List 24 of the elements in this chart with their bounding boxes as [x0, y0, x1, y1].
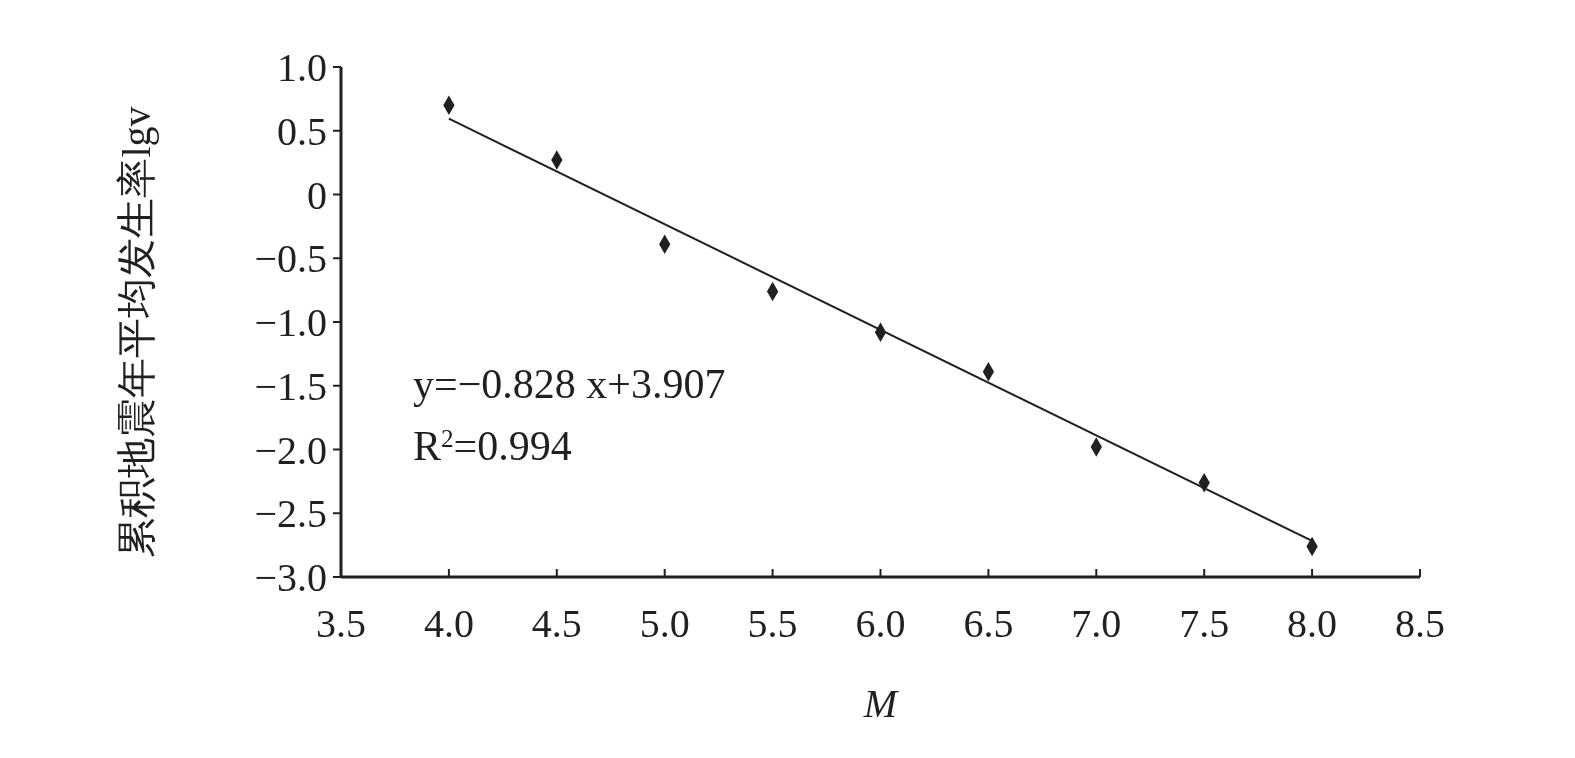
y-tick-label: −1.0: [254, 300, 327, 345]
y-tick-label: 1.0: [277, 45, 327, 90]
x-tick-label: 5.0: [639, 601, 690, 646]
y-tick-label: −2.0: [254, 427, 327, 473]
y-tick-label: −1.5: [254, 363, 327, 409]
y-tick-label: 0.5: [277, 108, 327, 154]
x-tick-label: 4.5: [531, 601, 582, 646]
x-axis-title: M: [862, 681, 900, 726]
x-tick-label: 6.0: [855, 601, 906, 646]
x-tick-label: 7.0: [1071, 601, 1122, 646]
y-tick-label: −3.0: [254, 555, 327, 600]
x-tick-label: 8.0: [1287, 601, 1338, 646]
x-tick-label: 5.5: [747, 601, 798, 646]
annotation: R$^{2}$=0.994: [413, 423, 572, 469]
y-tick-label: −0.5: [254, 236, 327, 282]
x-tick-label: 6.5: [963, 601, 1014, 646]
x-tick-label: 4.0: [423, 601, 474, 646]
x-tick-label: 8.5: [1395, 601, 1445, 646]
y-axis-title: 累积地震年平均发生率lgv: [114, 106, 159, 558]
y-tick-label: 0: [307, 172, 327, 218]
x-tick-label: 3.5: [316, 601, 366, 646]
x-tick-label: 7.5: [1179, 601, 1230, 646]
annotation: y=−0.828 x+3.907: [413, 361, 726, 407]
y-tick-label: −2.5: [254, 491, 327, 537]
